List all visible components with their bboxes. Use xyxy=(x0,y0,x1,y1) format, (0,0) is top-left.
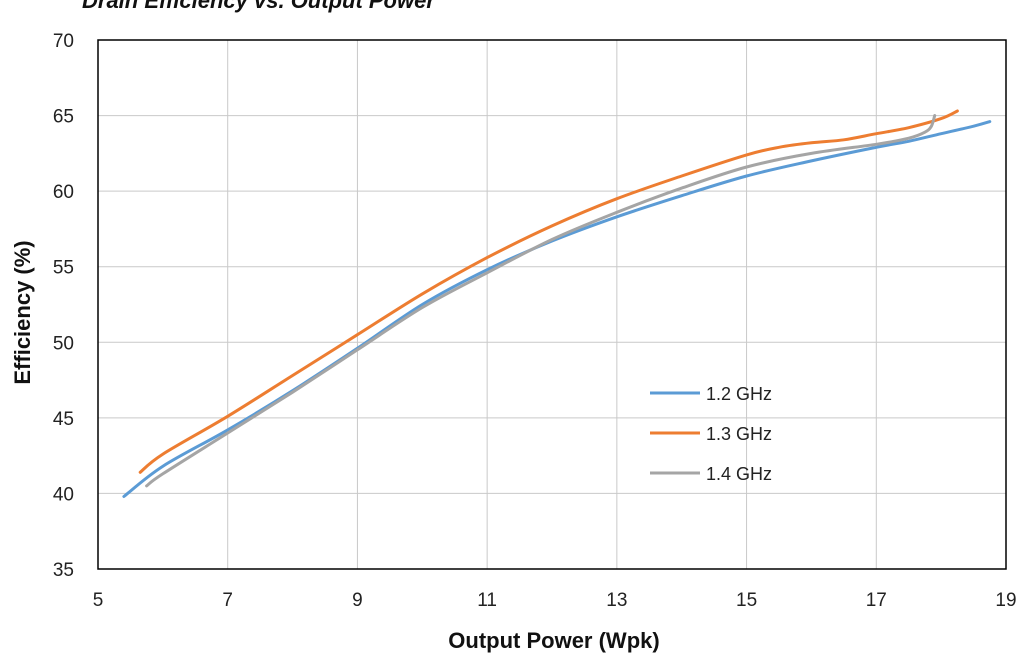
y-tick-label: 35 xyxy=(53,560,74,581)
x-tick-label: 13 xyxy=(606,590,627,611)
legend-label: 1.2 GHz xyxy=(706,384,772,404)
chart-title: Drain Efficiency vs. Output Power xyxy=(82,0,435,13)
y-tick-label: 65 xyxy=(53,107,74,128)
x-tick-label: 9 xyxy=(352,590,363,611)
x-tick-label: 11 xyxy=(477,590,497,611)
y-tick-label: 60 xyxy=(53,182,74,203)
y-tick-label: 40 xyxy=(53,484,74,505)
x-tick-label: 15 xyxy=(736,590,757,611)
plot-area-border xyxy=(97,39,1007,570)
legend-label: 1.4 GHz xyxy=(706,464,772,484)
series-line-1-4-ghz xyxy=(145,114,937,488)
y-tick-label: 55 xyxy=(53,258,74,279)
x-tick-label: 7 xyxy=(222,590,233,611)
y-tick-label: 70 xyxy=(53,31,74,52)
legend-label: 1.3 GHz xyxy=(706,424,772,444)
x-tick-label: 19 xyxy=(995,590,1016,611)
x-tick-label: 5 xyxy=(93,590,104,611)
series-line-1-2-ghz xyxy=(122,120,992,498)
y-axis-title: Efficiency (%) xyxy=(10,240,35,384)
y-tick-label: 50 xyxy=(53,333,74,354)
y-tick-label: 45 xyxy=(53,409,74,430)
x-axis-title: Output Power (Wpk) xyxy=(448,628,659,653)
series-line-1-3-ghz xyxy=(138,109,959,474)
x-tick-label: 17 xyxy=(866,590,887,611)
